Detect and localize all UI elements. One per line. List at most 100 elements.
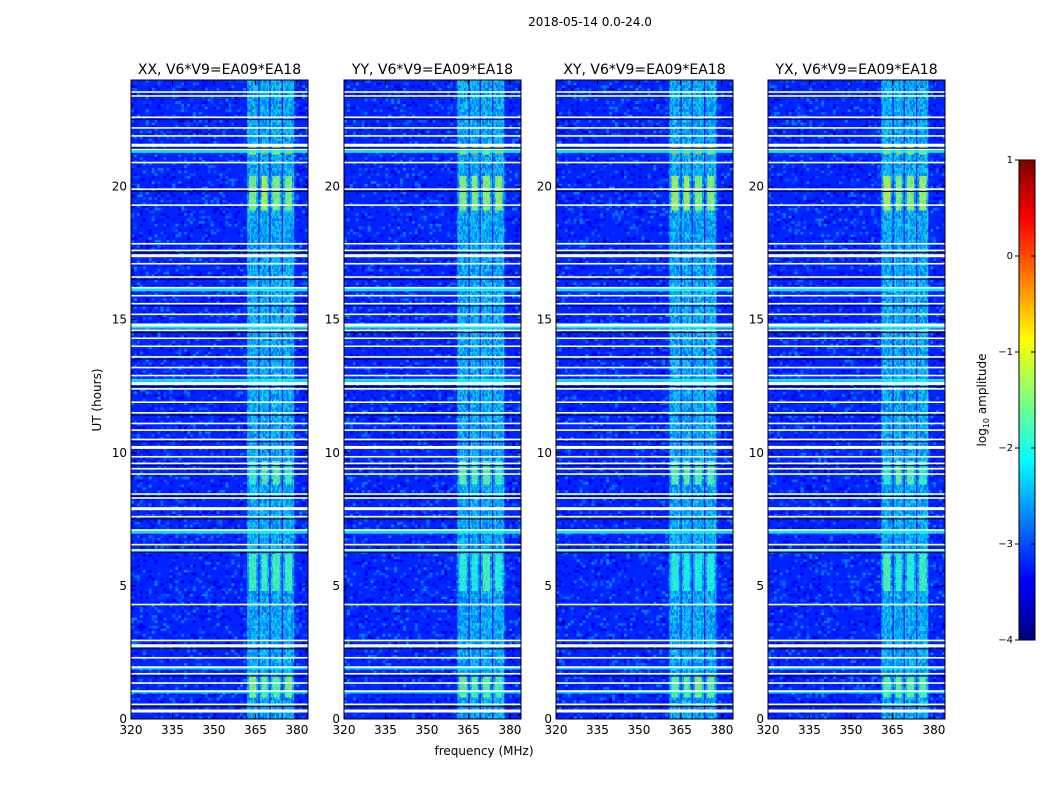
flagged-row [768, 135, 945, 137]
flagged-row [556, 497, 733, 499]
flagged-row [344, 337, 521, 340]
y-tick-label: 15 [325, 313, 340, 327]
flagged-row [131, 204, 308, 206]
flagged-row [556, 374, 733, 377]
flagged-row [556, 204, 733, 206]
dark-row [131, 332, 308, 334]
flagged-row [344, 401, 521, 403]
flagged-row [556, 493, 733, 495]
bright-patch [495, 460, 503, 485]
dark-row [768, 332, 945, 334]
dark-row [344, 386, 521, 388]
flagged-row [768, 438, 945, 441]
y-tick-label: 20 [112, 180, 127, 194]
colorbar-label-sub: 10 [982, 418, 991, 428]
hot-row [556, 288, 733, 292]
flagged-row [131, 473, 308, 475]
y-tick-label: 5 [119, 579, 127, 593]
y-tick-label: 5 [756, 579, 764, 593]
dark-row [131, 495, 308, 497]
flagged-row [131, 493, 308, 495]
dark-row [131, 675, 308, 677]
flagged-row [556, 455, 733, 458]
hot-row [556, 325, 733, 329]
flagged-row [344, 412, 521, 414]
dark-row [344, 332, 521, 334]
flagged-row [131, 644, 308, 648]
flagged-row [344, 254, 521, 258]
bright-patch [459, 460, 467, 485]
flagged-row [768, 148, 945, 151]
hot-row [131, 378, 308, 382]
panel-title: YY, V6*V9=EA09*EA18 [351, 62, 513, 78]
flagged-row [556, 382, 733, 386]
flagged-row [131, 148, 308, 151]
flagged-row [131, 462, 308, 465]
flagged-row [344, 429, 521, 431]
x-tick-label: 350 [628, 723, 651, 737]
bright-patch [482, 553, 490, 592]
flagged-row [344, 672, 521, 675]
x-tick-label: 335 [161, 723, 184, 737]
bright-patch [707, 676, 715, 698]
flagged-row [768, 382, 945, 386]
flagged-row [131, 656, 308, 659]
dark-row [131, 414, 308, 416]
x-tick-label: 380 [285, 723, 308, 737]
flagged-row [131, 254, 308, 258]
flagged-row [131, 302, 308, 305]
flagged-row [556, 515, 733, 518]
flagged-row [768, 345, 945, 348]
dark-row [344, 278, 521, 280]
flagged-row [131, 455, 308, 458]
colorbar-tick-label: −3 [998, 539, 1013, 550]
flagged-row [556, 91, 733, 93]
flagged-row [556, 345, 733, 348]
x-axis-label: frequency (MHz) [434, 744, 533, 758]
bright-patch [471, 553, 478, 592]
flagged-row [556, 709, 733, 713]
flagged-row [344, 656, 521, 659]
x-tick-label: 380 [710, 723, 733, 737]
bright-patch [272, 553, 280, 592]
flagged-row [556, 703, 733, 706]
bright-patch [459, 175, 467, 211]
bright-patch [906, 676, 914, 698]
flagged-row [768, 507, 945, 511]
flagged-row [344, 462, 521, 465]
dark-row [768, 675, 945, 677]
flagged-row [768, 323, 945, 327]
x-tick-label: 350 [840, 723, 863, 737]
bright-patch [482, 175, 490, 211]
flagged-row [556, 276, 733, 278]
bright-patch [895, 460, 902, 485]
flagged-row [768, 388, 945, 390]
flagged-row [556, 690, 733, 692]
flagged-row [344, 438, 521, 441]
dark-row [131, 119, 308, 121]
bright-patch [683, 460, 690, 485]
colorbar-gradient [1018, 159, 1036, 641]
dark-row [344, 119, 521, 121]
dark-row [556, 358, 733, 360]
flagged-row [344, 473, 521, 475]
flagged-row [556, 286, 733, 289]
flagged-row [556, 644, 733, 648]
hot-row [556, 149, 733, 153]
bright-patch [261, 676, 268, 698]
bright-patch [285, 460, 293, 485]
flagged-row [344, 143, 521, 147]
dark-row [556, 518, 733, 520]
dark-row [344, 495, 521, 497]
flagged-row [556, 302, 733, 305]
flagged-row [344, 127, 521, 129]
panel-frame [343, 79, 522, 720]
flagged-row [556, 549, 733, 551]
bright-patch [919, 676, 927, 698]
bright-patch [919, 175, 927, 211]
colorbar-ticks: 1 0 −1 −2 −3 −4 [998, 155, 1035, 646]
y-tick-label: 10 [749, 446, 764, 460]
dark-row [131, 358, 308, 360]
hot-row [556, 378, 733, 382]
x-tick-label: 335 [374, 723, 397, 737]
